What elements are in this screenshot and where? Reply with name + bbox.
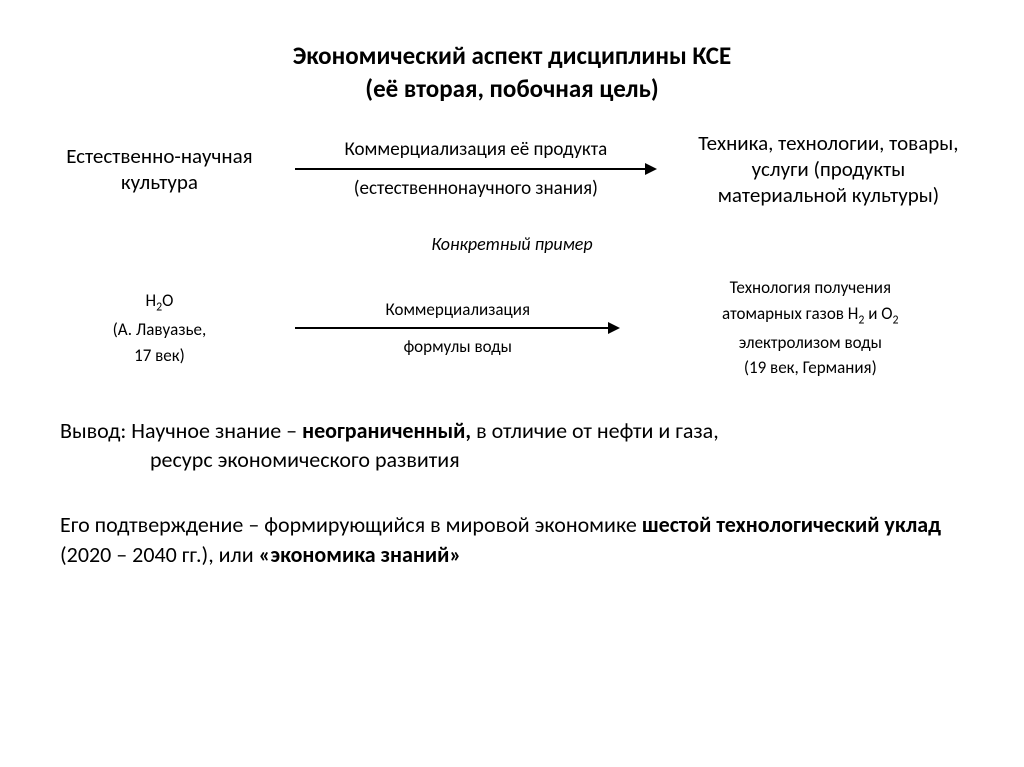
arrow1-line	[295, 168, 645, 170]
example-left-line3: 17 век)	[60, 343, 259, 369]
example-right-line4: (19 век, Германия)	[657, 355, 964, 381]
conclusion-line1: Вывод: Научное знание – неограниченный, …	[60, 416, 964, 446]
example-row: H2O (А. Лавуазье, 17 век) Коммерциализац…	[60, 275, 964, 381]
concept-row: Естественно-научная культура Коммерциали…	[60, 130, 964, 208]
arrow1-head-icon	[645, 163, 657, 175]
arrow2-label-top: Коммерциализация	[385, 299, 530, 320]
example-left-line2: (А. Лавуазье,	[60, 317, 259, 343]
arrow2-label-sub: формулы воды	[404, 336, 512, 357]
left-concept: Естественно-научная культура	[60, 143, 259, 195]
arrow2-line	[295, 327, 608, 329]
arrow-block-2: Коммерциализация формулы воды	[295, 299, 620, 357]
right-concept: Техника, технологии, товары, услуги (про…	[693, 130, 964, 208]
arrow1-label-sub: (естественнонаучного знания)	[354, 177, 598, 200]
example-right-line2: атомарных газов H2 и O2	[657, 301, 964, 330]
arrow1-label-top: Коммерциализация её продукта	[344, 138, 607, 161]
example-header: Конкретный пример	[60, 233, 964, 255]
example-right: Технология получения атомарных газов H2 …	[657, 275, 964, 381]
arrow1	[295, 163, 657, 175]
example-left: H2O (А. Лавуазье, 17 век)	[60, 288, 259, 368]
arrow-block-1: Коммерциализация её продукта (естественн…	[295, 138, 657, 200]
slide-title: Экономический аспект дисциплины КСЕ (её …	[60, 40, 964, 105]
arrow2-head-icon	[608, 322, 620, 334]
formula-h2o: H2O	[60, 288, 259, 317]
arrow2	[295, 322, 620, 334]
confirmation-block: Его подтверждение – формирующийся в миро…	[60, 510, 964, 569]
example-right-line3: электролизом воды	[657, 330, 964, 356]
title-line2: (её вторая, побочная цель)	[60, 73, 964, 106]
conclusion-line2: ресурс экономического развития	[60, 445, 964, 475]
title-line1: Экономический аспект дисциплины КСЕ	[60, 40, 964, 73]
conclusion-block: Вывод: Научное знание – неограниченный, …	[60, 416, 964, 475]
example-right-line1: Технология получения	[657, 275, 964, 301]
